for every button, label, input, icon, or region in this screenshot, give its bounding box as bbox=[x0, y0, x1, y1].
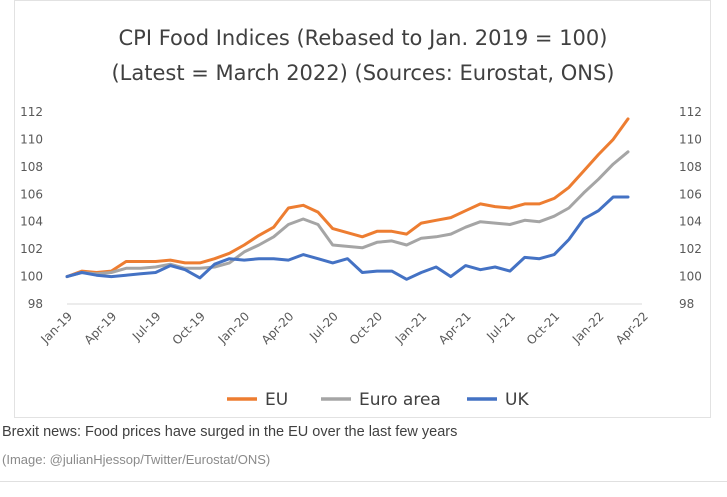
chart-svg: CPI Food Indices (Rebased to Jan. 2019 =… bbox=[20, 26, 702, 410]
x-tick-label: Jan-19 bbox=[38, 309, 76, 347]
y-tick-label-left: 112 bbox=[20, 105, 43, 119]
y-tick-label-left: 104 bbox=[20, 215, 43, 229]
series-lines bbox=[65, 117, 630, 281]
y-tick-label-left: 98 bbox=[28, 297, 43, 311]
y-tick-label-right: 108 bbox=[679, 160, 702, 174]
y-tick-label-left: 110 bbox=[20, 132, 43, 146]
chart-title: CPI Food Indices (Rebased to Jan. 2019 =… bbox=[119, 26, 608, 50]
series-line-euro-area bbox=[65, 150, 630, 279]
x-tick-label: Apr-21 bbox=[436, 309, 474, 347]
x-tick-label: Jul-20 bbox=[306, 309, 341, 344]
y-tick-label-right: 104 bbox=[679, 215, 702, 229]
y-tick-label-right: 110 bbox=[679, 132, 702, 146]
x-tick-label: Jan-20 bbox=[215, 309, 253, 347]
legend-label-euro-area: Euro area bbox=[359, 390, 441, 410]
x-tick-label: Jul-19 bbox=[129, 309, 164, 344]
y-tick-label-right: 102 bbox=[679, 242, 702, 256]
x-tick-label: Jul-21 bbox=[483, 309, 518, 344]
x-tick-label: Apr-20 bbox=[259, 309, 297, 347]
y-tick-label-right: 98 bbox=[679, 297, 694, 311]
x-tick-label: Apr-19 bbox=[82, 309, 120, 347]
y-tick-label-left: 102 bbox=[20, 242, 43, 256]
legend-label-uk: UK bbox=[505, 390, 529, 410]
chart-subtitle: (Latest = March 2022) (Sources: Eurostat… bbox=[111, 61, 614, 85]
image-caption: Brexit news: Food prices have surged in … bbox=[2, 424, 458, 440]
y-tick-label-left: 108 bbox=[20, 160, 43, 174]
x-tick-label: Jan-22 bbox=[569, 309, 607, 347]
y-tick-label-right: 106 bbox=[679, 187, 702, 201]
x-tick-label: Apr-22 bbox=[613, 309, 651, 347]
y-tick-label-right: 112 bbox=[679, 105, 702, 119]
x-tick-label: Jan-21 bbox=[392, 309, 430, 347]
x-tick-label: Oct-20 bbox=[347, 309, 385, 347]
legend: EU Euro area UK bbox=[227, 390, 529, 410]
series-line-eu bbox=[65, 117, 630, 279]
chart-panel: CPI Food Indices (Rebased to Jan. 2019 =… bbox=[14, 0, 711, 418]
x-tick-label: Oct-19 bbox=[170, 309, 208, 347]
x-tick-label: Oct-21 bbox=[524, 309, 562, 347]
y-tick-label-right: 100 bbox=[679, 270, 702, 284]
axes: 98 98 100 100 102 102 104 104 106 106 108 108 110 110… bbox=[20, 105, 702, 348]
divider bbox=[0, 481, 727, 482]
series-line-uk bbox=[65, 195, 630, 281]
y-tick-label-left: 106 bbox=[20, 187, 43, 201]
legend-label-eu: EU bbox=[265, 390, 288, 410]
image-credit: (Image: @julianHjessop/Twitter/Eurostat/… bbox=[2, 452, 271, 467]
y-tick-label-left: 100 bbox=[20, 270, 43, 284]
